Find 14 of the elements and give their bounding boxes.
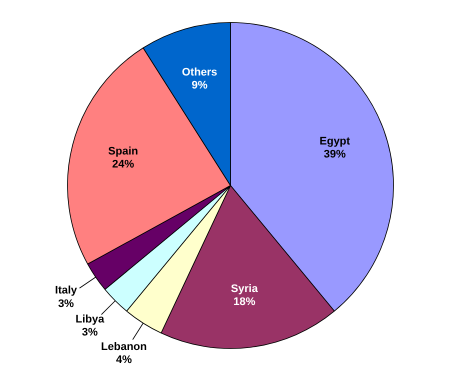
data-label: 18%	[233, 296, 256, 308]
slice-label: Others	[182, 66, 218, 78]
data-label: 4%	[116, 354, 132, 366]
data-label: 39%	[324, 148, 346, 161]
slice-label: Lebanon	[101, 340, 148, 353]
slice-label: Syria	[230, 282, 259, 295]
data-label: 3%	[58, 298, 74, 310]
slice-label: Libya	[76, 314, 106, 326]
slice-label: Spain	[108, 145, 138, 158]
data-label: 3%	[82, 326, 98, 339]
data-label: 9%	[192, 80, 208, 92]
data-label: 24%	[112, 158, 134, 171]
slice-label: Egypt	[320, 135, 350, 148]
slice-label: Italy	[55, 284, 78, 297]
